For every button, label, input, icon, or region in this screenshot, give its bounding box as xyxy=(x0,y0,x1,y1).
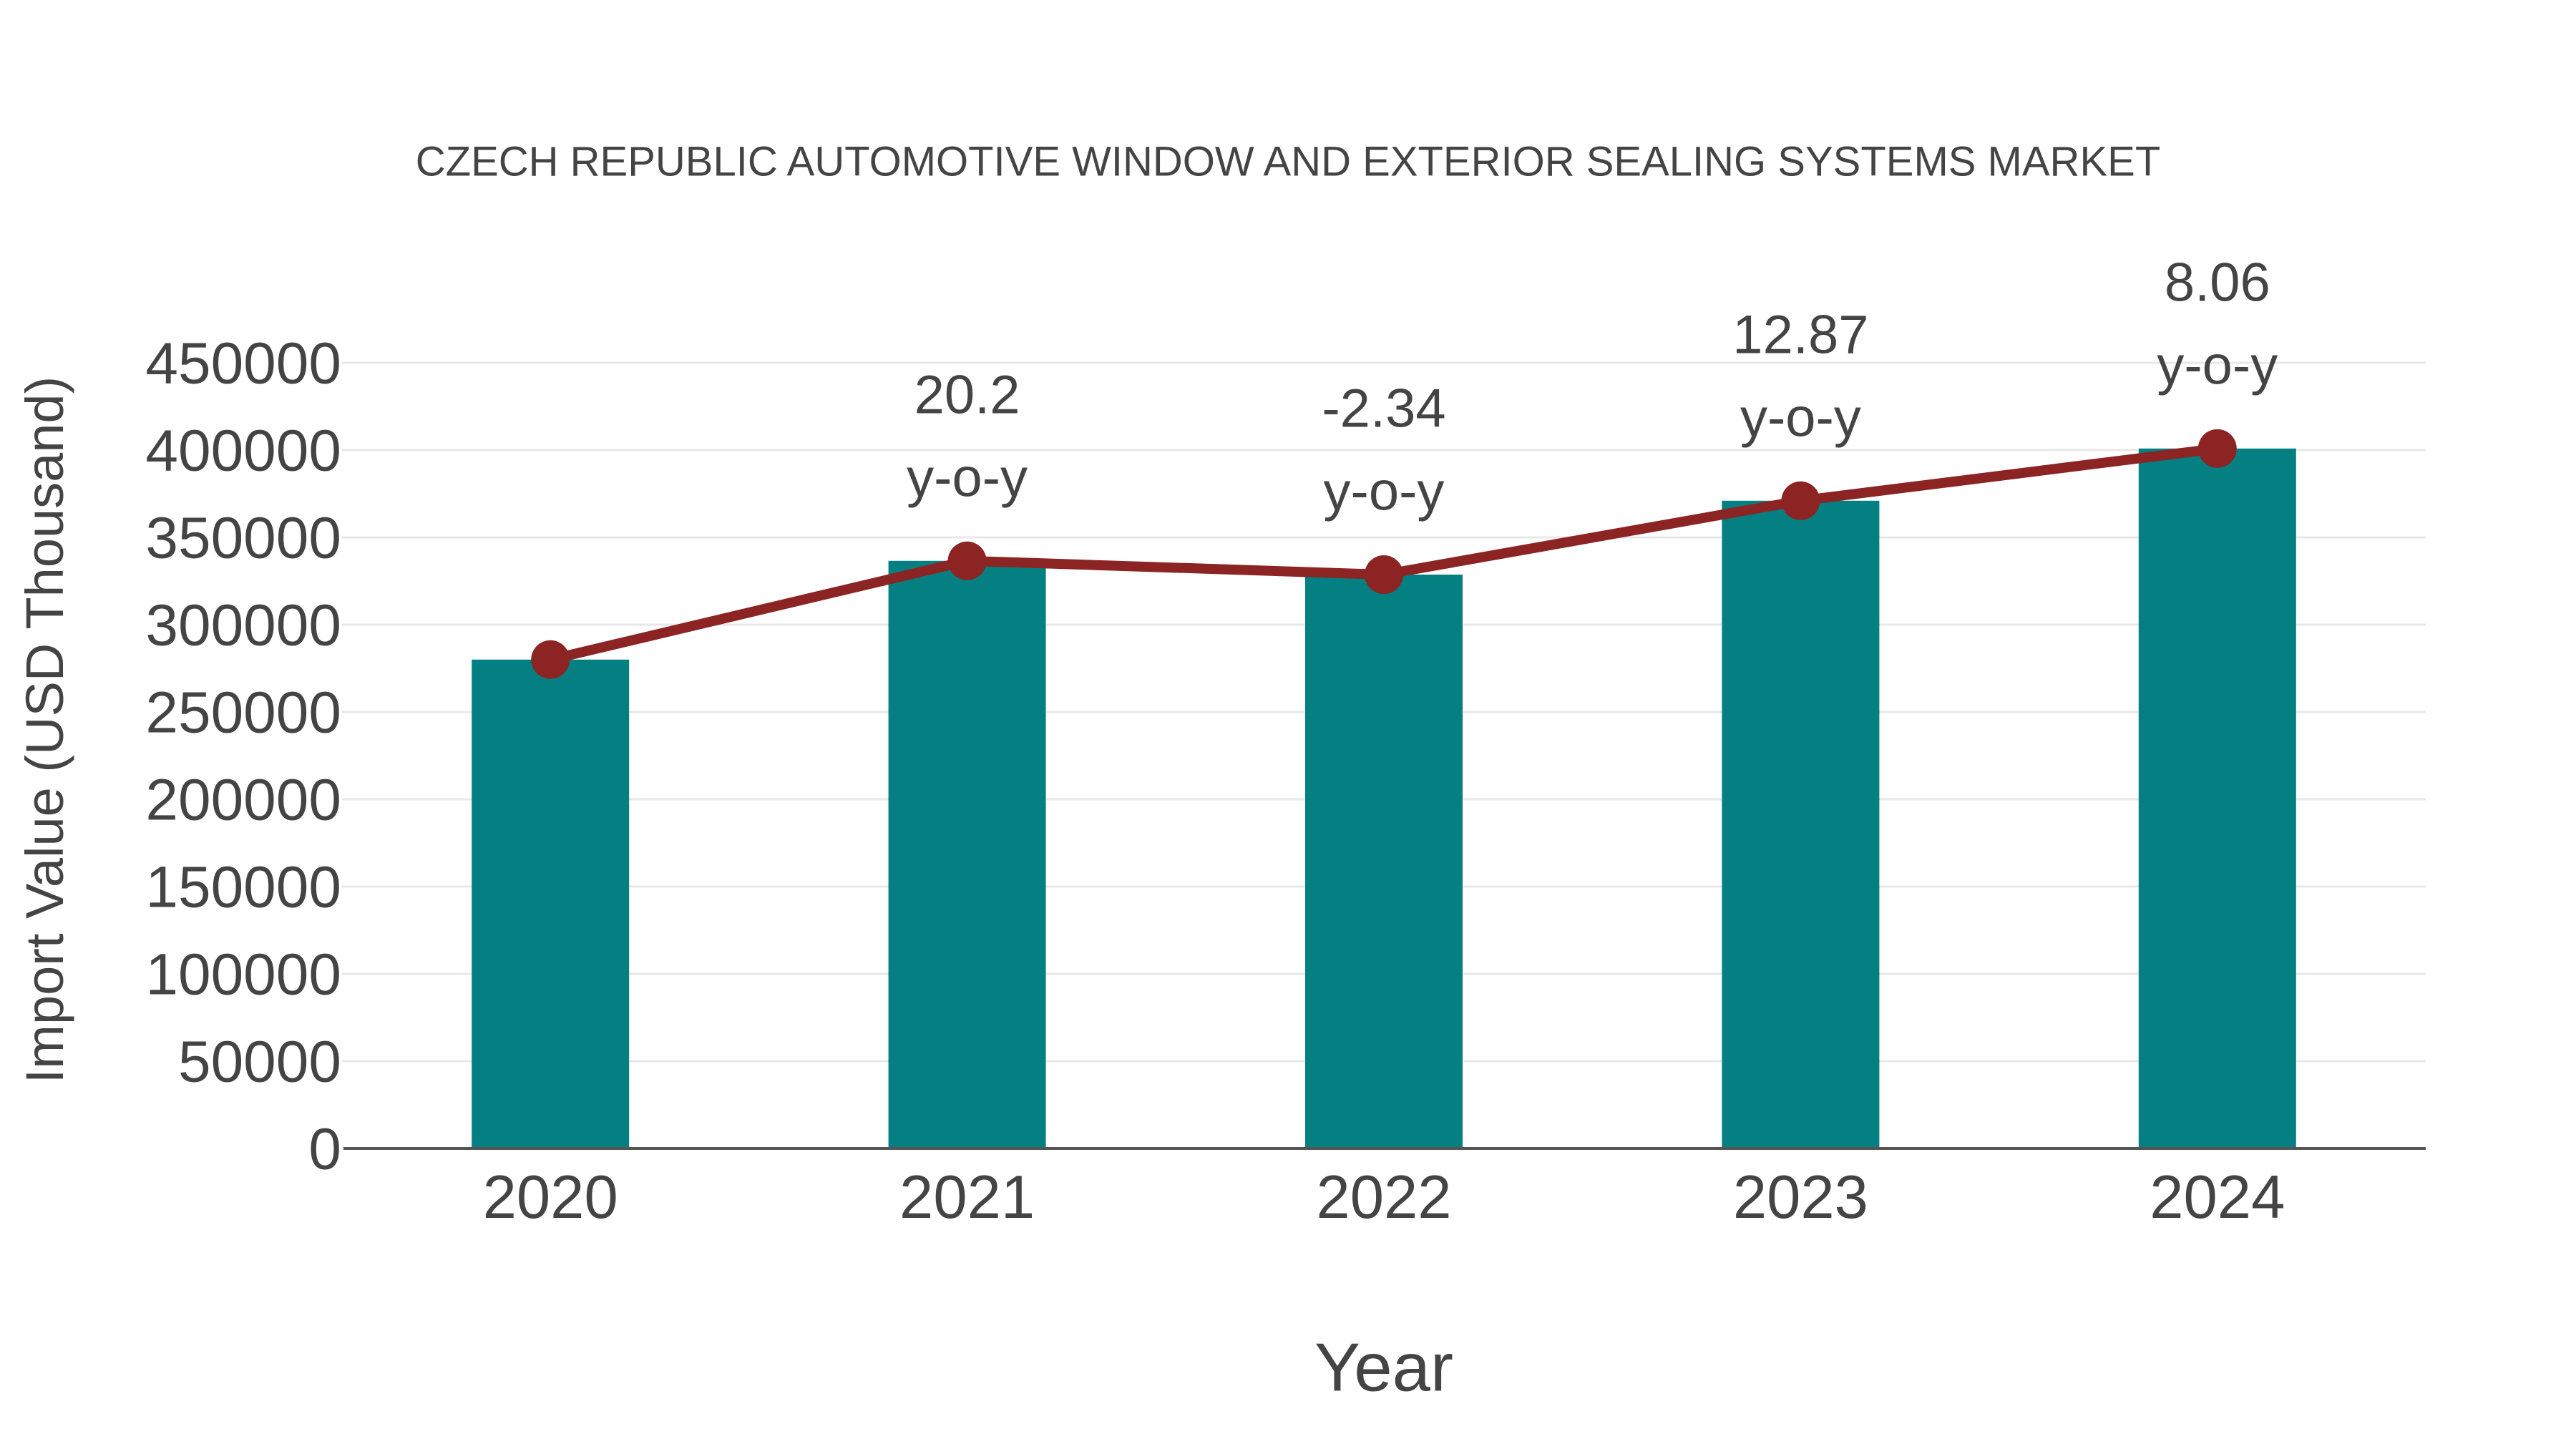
x-tick-labels-group: 2020 2021 2022 2023 2024 xyxy=(483,1163,2285,1231)
bar-2020 xyxy=(472,659,630,1148)
y-tick-label-250000: 250000 xyxy=(145,680,341,746)
line-marker-2021 xyxy=(947,541,987,580)
bar-series-group xyxy=(472,448,2296,1148)
y-tick-label-200000: 200000 xyxy=(145,768,341,833)
line-marker-2020 xyxy=(531,640,570,679)
yoy-annotation-suffix-2023: y-o-y xyxy=(1740,387,1861,448)
bar-2022 xyxy=(1305,575,1463,1148)
y-tick-label-300000: 300000 xyxy=(145,593,341,658)
y-tick-label-400000: 400000 xyxy=(145,419,341,484)
x-tick-label-2023: 2023 xyxy=(1733,1163,1868,1231)
yoy-annotation-suffix-2022: y-o-y xyxy=(1324,462,1445,522)
y-tick-labels-group: 0 50000 100000 150000 200000 250000 300000 3500… xyxy=(145,331,341,1182)
y-tick-label-0: 0 xyxy=(308,1117,341,1182)
yoy-annotation-value-2024: 8.06 xyxy=(2165,252,2270,313)
chart-title: CZECH REPUBLIC AUTOMOTIVE WINDOW AND EXT… xyxy=(416,138,2161,185)
x-tick-label-2022: 2022 xyxy=(1316,1163,1451,1231)
y-axis-title: Import Value (USD Thousand) xyxy=(15,376,74,1084)
y-tick-label-150000: 150000 xyxy=(145,855,341,920)
bar-2023 xyxy=(1722,500,1880,1148)
yoy-annotation-suffix-2024: y-o-y xyxy=(2157,335,2278,396)
yoy-annotation-value-2023: 12.87 xyxy=(1732,304,1868,365)
x-axis-title: Year xyxy=(1314,1330,1453,1406)
y-tick-label-350000: 350000 xyxy=(145,506,341,571)
line-marker-2023 xyxy=(1781,481,1820,520)
line-marker-2022 xyxy=(1365,555,1403,595)
line-series-group xyxy=(531,429,2237,679)
x-tick-label-2024: 2024 xyxy=(2150,1163,2285,1231)
x-tick-label-2021: 2021 xyxy=(899,1163,1035,1231)
y-tick-label-450000: 450000 xyxy=(145,331,341,396)
x-tick-label-2020: 2020 xyxy=(483,1163,618,1231)
yoy-annotation-suffix-2021: y-o-y xyxy=(907,447,1028,508)
bar-2021 xyxy=(888,560,1046,1148)
bar-2024 xyxy=(2138,448,2296,1148)
y-tick-label-50000: 50000 xyxy=(178,1030,341,1095)
line-marker-2024 xyxy=(2197,429,2237,468)
y-tick-label-100000: 100000 xyxy=(145,942,341,1008)
yoy-annotation-value-2021: 20.2 xyxy=(914,364,1020,425)
annotations-group: 20.2 y-o-y -2.34 y-o-y 12.87 y-o-y 8.06 y-o-y xyxy=(907,252,2278,522)
yoy-annotation-value-2022: -2.34 xyxy=(1322,379,1445,439)
